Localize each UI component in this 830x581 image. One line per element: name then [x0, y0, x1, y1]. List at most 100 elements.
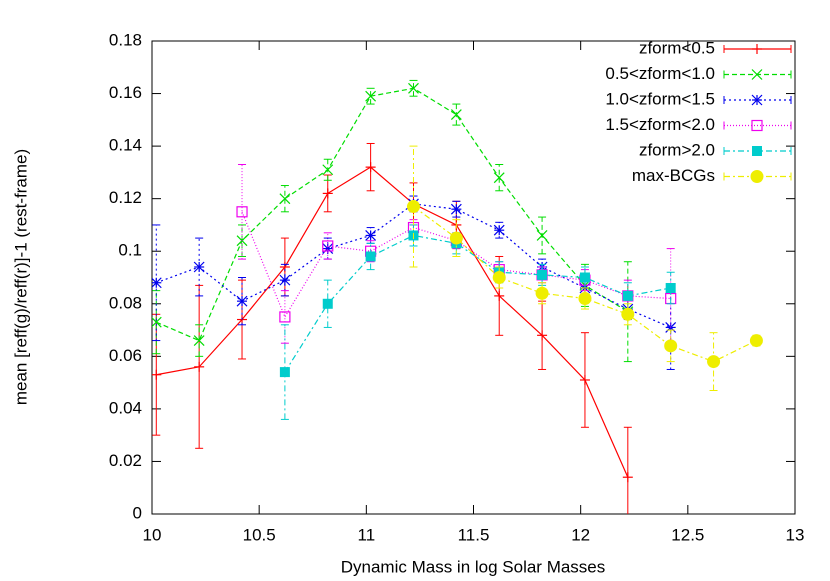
marker-stroke	[493, 224, 505, 236]
x-tick-label: 10	[143, 525, 162, 544]
marker-shape	[749, 334, 763, 348]
y-tick-label: 0.1	[118, 241, 142, 260]
error-bar	[238, 164, 247, 260]
marker-shape	[236, 206, 248, 218]
marker-shape	[621, 307, 635, 321]
marker	[194, 361, 205, 372]
marker	[450, 203, 462, 215]
marker-shape	[535, 286, 549, 300]
marker	[751, 94, 763, 106]
marker	[752, 146, 762, 156]
marker	[279, 367, 290, 378]
marker	[406, 200, 420, 214]
error-bar	[452, 200, 461, 218]
marker	[494, 290, 505, 301]
marker	[579, 374, 590, 385]
marker-shape	[279, 367, 290, 378]
error-bar	[323, 232, 332, 260]
marker	[365, 162, 376, 173]
x-tick-label: 10.5	[243, 525, 276, 544]
marker-shape	[664, 339, 678, 353]
x-tick-label: 12	[571, 525, 590, 544]
x-tick-label: 12.5	[671, 525, 704, 544]
marker-shape	[665, 283, 676, 294]
marker	[450, 109, 462, 121]
marker-stroke	[365, 230, 377, 241]
y-tick-label: 0.04	[109, 398, 142, 417]
marker-stroke	[322, 164, 334, 176]
marker	[322, 240, 334, 252]
marker-shape	[752, 146, 762, 156]
plot-frame	[151, 40, 796, 515]
marker-shape	[492, 271, 506, 284]
legend-label: 1.0<zform<1.5	[605, 89, 715, 108]
marker-stroke	[450, 203, 462, 215]
marker	[279, 311, 291, 323]
marker-stroke	[152, 316, 162, 328]
marker	[536, 230, 548, 241]
error-bar	[495, 221, 504, 239]
legend-label: max-BCGs	[632, 166, 715, 185]
y-tick-label: 0	[133, 503, 142, 522]
marker	[236, 295, 248, 307]
marker	[707, 355, 721, 369]
marker-stroke	[152, 277, 162, 288]
marker	[152, 277, 162, 289]
marker-shape	[279, 311, 291, 323]
error-bar	[195, 237, 204, 297]
marker	[578, 292, 592, 306]
legend-label: zform>2.0	[639, 140, 715, 159]
marker	[751, 69, 763, 80]
marker-shape	[365, 251, 376, 262]
y-tick-label: 0.12	[109, 188, 142, 207]
marker-stroke	[751, 69, 763, 80]
marker	[322, 164, 334, 176]
marker	[279, 274, 291, 286]
marker	[492, 271, 506, 284]
x-axis-label: Dynamic Mass in log Solar Masses	[341, 557, 606, 576]
marker	[408, 82, 419, 94]
marker-stroke	[365, 90, 377, 102]
marker	[152, 369, 162, 380]
marker	[537, 269, 548, 280]
marker-shape	[406, 200, 420, 214]
marker-stroke	[236, 295, 248, 307]
series-line	[284, 234, 671, 373]
marker-shape	[750, 170, 764, 183]
marker	[665, 283, 676, 294]
marker-shape	[449, 231, 463, 245]
y-tick-label: 0.14	[109, 136, 142, 155]
marker	[579, 272, 590, 283]
y-tick-label: 0.18	[109, 30, 142, 49]
legend-label: 0.5<zform<1.0	[605, 64, 715, 83]
marker-shape	[537, 269, 548, 280]
marker-stroke	[536, 230, 548, 241]
x-tick-label: 13	[786, 525, 805, 544]
marker-stroke	[279, 274, 291, 286]
marker	[322, 188, 333, 199]
marker	[493, 172, 505, 184]
y-tick-label: 0.16	[109, 83, 142, 102]
marker-shape	[751, 119, 763, 132]
legend-label: 1.5<zform<2.0	[605, 115, 715, 134]
marker-stroke	[751, 94, 763, 106]
error-bar	[152, 224, 161, 342]
marker	[750, 170, 764, 183]
y-tick-label: 0.06	[109, 346, 142, 365]
y-tick-label: 0.08	[109, 293, 142, 312]
marker-stroke	[493, 172, 505, 184]
error-bar	[238, 277, 247, 326]
error-bar	[195, 324, 204, 357]
marker	[752, 44, 762, 54]
marker	[622, 290, 633, 301]
series-line	[156, 87, 629, 342]
marker	[236, 206, 248, 218]
y-axis-label: mean [reff(g)/reff(r)]-1 (rest-frame)	[11, 149, 30, 405]
marker-shape	[322, 298, 333, 309]
marker-shape	[622, 290, 633, 301]
marker	[322, 298, 333, 309]
marker-stroke	[279, 193, 291, 205]
error-bar	[366, 242, 375, 271]
marker	[365, 251, 376, 262]
